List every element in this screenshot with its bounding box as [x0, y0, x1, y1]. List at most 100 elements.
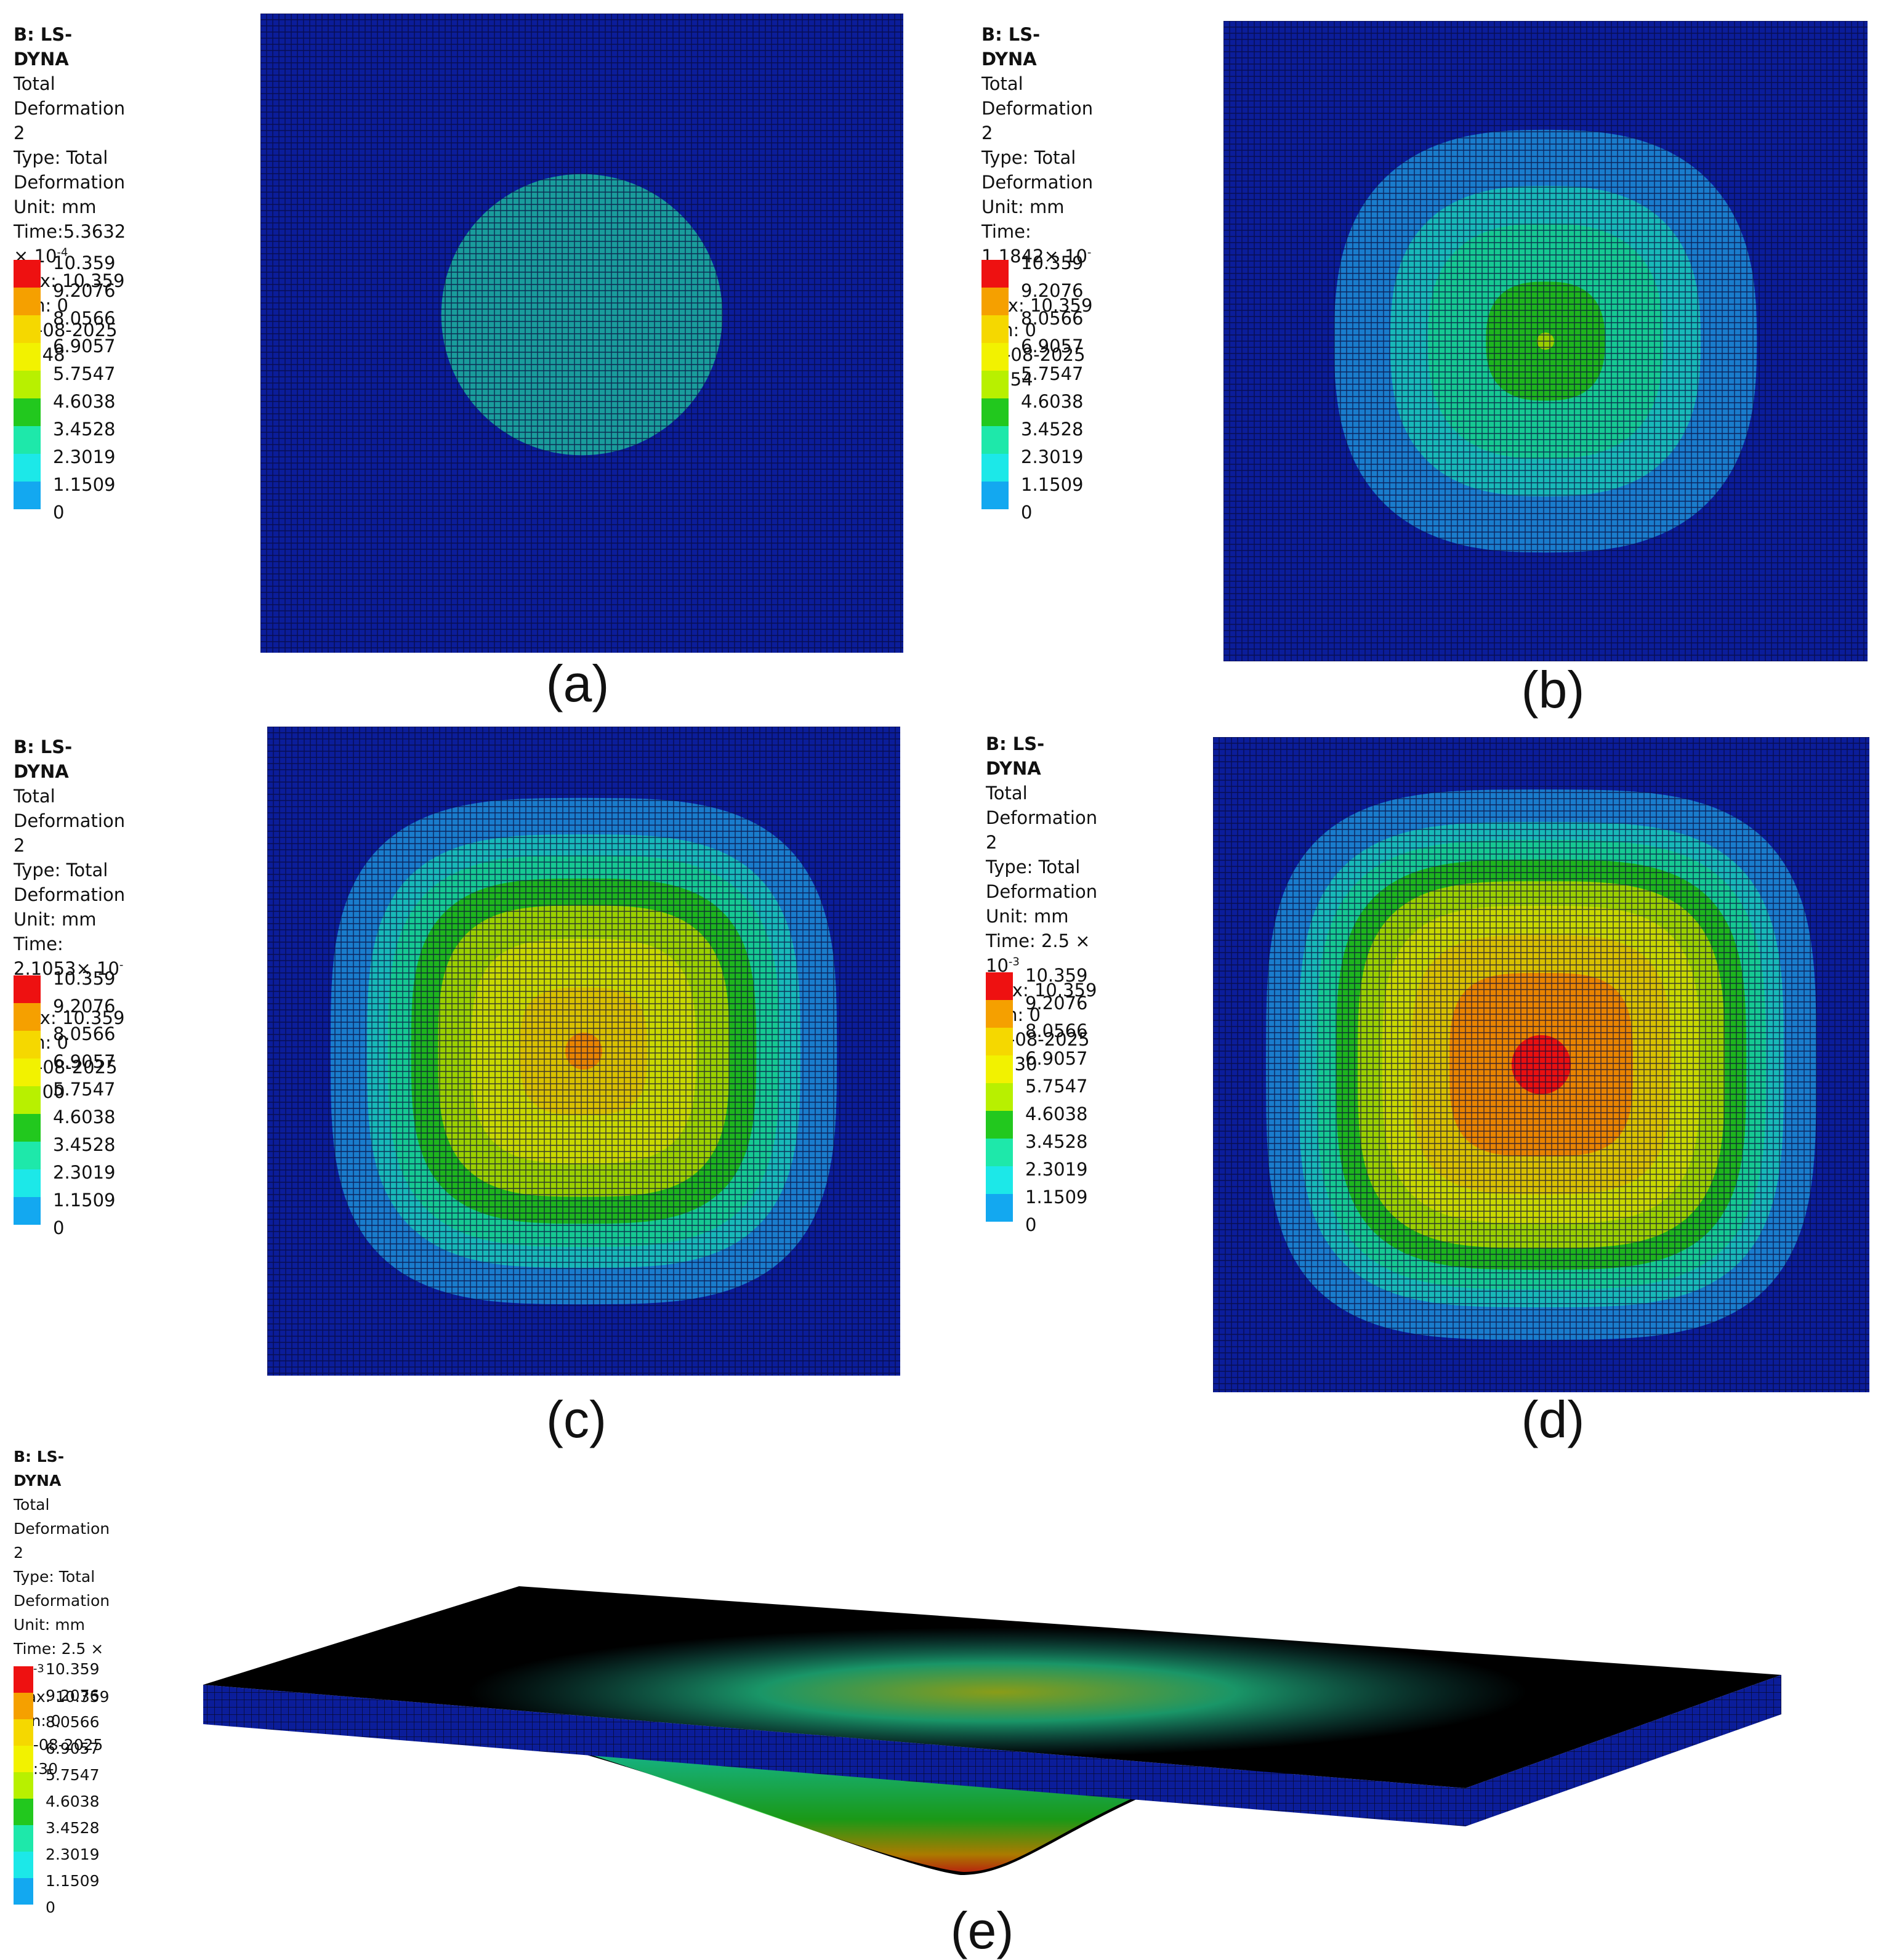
- legend-swatch: [14, 454, 41, 482]
- peak-deformation-spot: [565, 1033, 602, 1070]
- result-name: Total Deformation 2: [981, 73, 1094, 143]
- legend-label: 0: [1021, 502, 1033, 523]
- mesh-grid-lines: [1223, 21, 1868, 661]
- legend-label: 8.0566: [53, 308, 116, 329]
- legend-label: 4.6038: [46, 1793, 100, 1810]
- legend-swatch: [14, 1772, 33, 1799]
- mesh-grid-lines: [1213, 737, 1869, 1392]
- legend-label: 4.6038: [1025, 1103, 1088, 1124]
- legend-swatch: [14, 398, 41, 426]
- caption-a: (a): [546, 655, 610, 712]
- contour-plot-c: [267, 727, 900, 1376]
- legend-swatch: [986, 1166, 1013, 1194]
- legend-swatch: [14, 1059, 41, 1086]
- legend-label: 10.359: [1021, 252, 1084, 273]
- solver-title: B: LS-DYNA: [14, 736, 73, 782]
- legend-label: 5.7547: [53, 1079, 116, 1100]
- legend-label: 1.1509: [53, 474, 116, 495]
- legend-swatch: [14, 260, 41, 288]
- legend-label: 10.359: [53, 252, 116, 273]
- legend-swatch: [981, 454, 1009, 482]
- legend-swatch: [14, 975, 41, 1003]
- legend-swatch: [14, 482, 41, 509]
- legend-label: 3.4528: [53, 1134, 116, 1155]
- legend-label: 4.6038: [53, 1107, 116, 1127]
- legend-swatch: [981, 315, 1009, 343]
- legend-label: 10.359: [53, 968, 116, 989]
- legend-label: 9.2076: [46, 1687, 100, 1704]
- legend-label: 0: [53, 1217, 65, 1238]
- plate-top-contour: [468, 1627, 1527, 1757]
- result-type: Type: Total Deformation: [14, 1568, 110, 1610]
- legend-label: 5.7547: [53, 363, 116, 384]
- legend-swatch: [14, 1852, 33, 1878]
- solver-title: B: LS-DYNA: [14, 24, 73, 70]
- legend-swatch: [986, 1111, 1013, 1139]
- legend-label: 3.4528: [1025, 1131, 1088, 1152]
- contour-plot-a: [260, 14, 903, 653]
- result-unit: Unit: mm: [14, 196, 97, 217]
- legend-swatch: [14, 1825, 33, 1852]
- legend-label: 2.3019: [1025, 1159, 1088, 1180]
- legend-label: 10.359: [1025, 965, 1088, 986]
- legend-label: 6.9057: [53, 1051, 116, 1072]
- legend-label: 9.2076: [53, 996, 116, 1017]
- result-unit: Unit: mm: [986, 906, 1069, 927]
- mesh-grid-lines: [267, 727, 900, 1376]
- solver-title: B: LS-DYNA: [986, 733, 1045, 779]
- legend-swatch: [14, 1169, 41, 1197]
- result-name: Total Deformation 2: [986, 783, 1098, 853]
- caption-b: (b): [1521, 661, 1585, 719]
- legend-swatch: [14, 1693, 33, 1719]
- legend-label: 2.3019: [53, 446, 116, 467]
- result-type: Type: Total Deformation: [986, 857, 1098, 902]
- result-type: Type: Total Deformation: [981, 147, 1094, 193]
- legend-swatch: [14, 1003, 41, 1031]
- caption-c: (c): [546, 1390, 607, 1448]
- peak-deformation-spot: [1512, 1035, 1571, 1094]
- legend-swatch: [981, 426, 1009, 454]
- result-type: Type: Total Deformation: [14, 860, 126, 905]
- result-type: Type: Total Deformation: [14, 147, 126, 193]
- result-unit: Unit: mm: [14, 1616, 85, 1634]
- legend-swatch: [14, 343, 41, 371]
- legend-label: 4.6038: [1021, 391, 1084, 412]
- legend-swatch: [14, 1666, 33, 1693]
- caption-d: (d): [1521, 1390, 1585, 1448]
- legend-label: 1.1509: [53, 1190, 116, 1211]
- legend-swatch: [14, 315, 41, 343]
- legend-label: 5.7547: [46, 1766, 100, 1784]
- legend-label: 2.3019: [53, 1162, 116, 1183]
- legend-label: 0: [1025, 1214, 1037, 1235]
- result-name: Total Deformation 2: [14, 73, 126, 143]
- legend-swatch: [981, 371, 1009, 398]
- solver-title: B: LS-DYNA: [14, 1448, 65, 1490]
- legend-label: 3.4528: [46, 1819, 100, 1837]
- legend-swatch: [14, 288, 41, 315]
- legend-label: 10.359: [46, 1660, 100, 1678]
- legend-label: 2.3019: [1021, 446, 1084, 467]
- legend-label: 3.4528: [1021, 419, 1084, 440]
- contour-svg: [1213, 737, 1869, 1392]
- legend-label: 8.0566: [1025, 1020, 1088, 1041]
- legend-swatch: [981, 260, 1009, 288]
- plate-front-face: [203, 1685, 1465, 1826]
- legend-swatch: [14, 1746, 33, 1772]
- legend-swatch: [14, 1878, 33, 1905]
- legend-swatch: [14, 1086, 41, 1114]
- legend-label: 6.9057: [1025, 1048, 1088, 1069]
- legend-label: 6.9057: [53, 336, 116, 357]
- legend-swatch: [981, 482, 1009, 509]
- contour-svg: [1223, 21, 1868, 661]
- plate-side-face: [1465, 1675, 1781, 1826]
- legend-label: 3.4528: [53, 419, 116, 440]
- legend-label: 5.7547: [1021, 363, 1084, 384]
- legend-label: 1.1509: [46, 1872, 100, 1890]
- legend-swatch: [981, 398, 1009, 426]
- legend-label: 8.0566: [46, 1713, 100, 1731]
- legend-swatch: [14, 426, 41, 454]
- legend-swatch: [986, 1194, 1013, 1222]
- legend-swatch: [14, 1719, 33, 1746]
- legend-label: 6.9057: [46, 1740, 100, 1757]
